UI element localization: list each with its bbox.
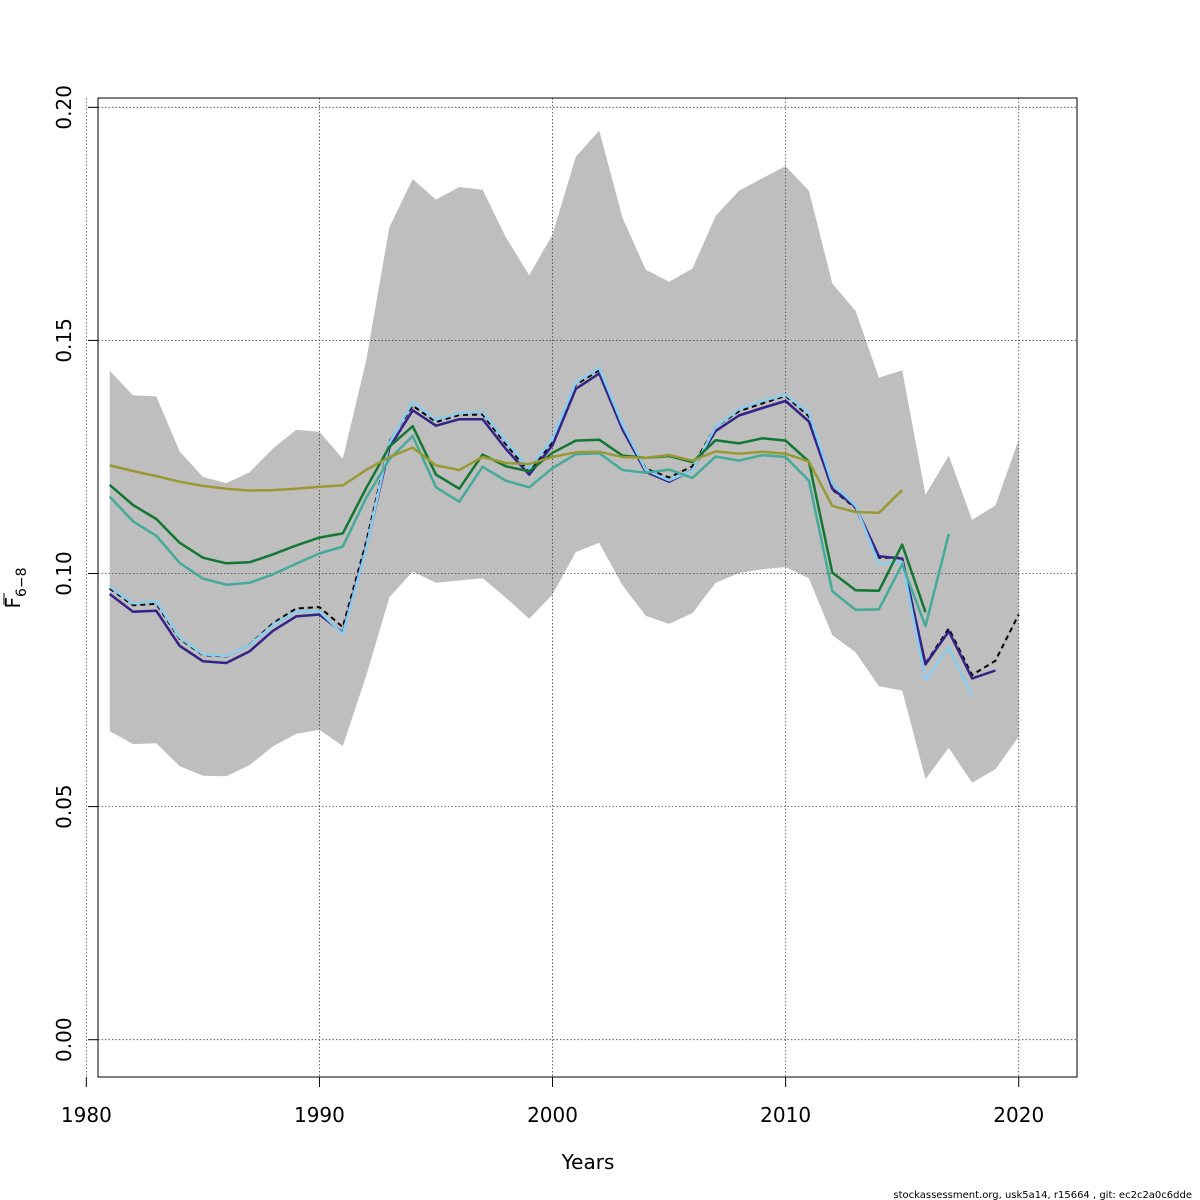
series-line-7 — [109, 446, 904, 515]
series-layer — [108, 366, 1021, 697]
y-axis: 0.00 0.05 0.10 0.15 0.20 — [52, 85, 98, 1062]
x-tick-label: 1990 — [294, 1103, 345, 1127]
series-line-6 — [108, 434, 951, 628]
series-line-5 — [108, 424, 927, 613]
series-line-4 — [108, 366, 974, 697]
confidence-band-layer — [109, 130, 1019, 783]
y-axis-title-base: F — [1, 597, 25, 609]
x-tick-label: 2010 — [760, 1103, 811, 1127]
series-line-3 — [108, 372, 996, 680]
y-tick-label: 0.20 — [52, 85, 76, 130]
y-axis-title: F6−8 — [1, 567, 30, 608]
x-tick-label: 2020 — [993, 1103, 1044, 1127]
x-tick-label: 2000 — [527, 1103, 578, 1127]
x-tick-label: 1980 — [61, 1103, 112, 1127]
x-axis-title: Years — [561, 1150, 615, 1174]
x-axis: 1980 1990 2000 2010 2020 — [61, 1077, 1044, 1127]
y-tick-label: 0.05 — [52, 784, 76, 829]
footer-credit: stockassessment.org, usk5a14, r15664 , g… — [893, 1190, 1192, 1200]
confidence-band — [109, 130, 1019, 783]
plot-frame — [97, 97, 1078, 1078]
y-axis-title-subscript: 6−8 — [14, 567, 30, 597]
y-tick-label: 0.00 — [52, 1017, 76, 1062]
y-tick-label: 0.10 — [52, 551, 76, 596]
grid-layer — [85, 98, 1077, 1077]
svg-text:F6−8: F6−8 — [1, 567, 30, 608]
y-tick-label: 0.15 — [52, 318, 76, 363]
